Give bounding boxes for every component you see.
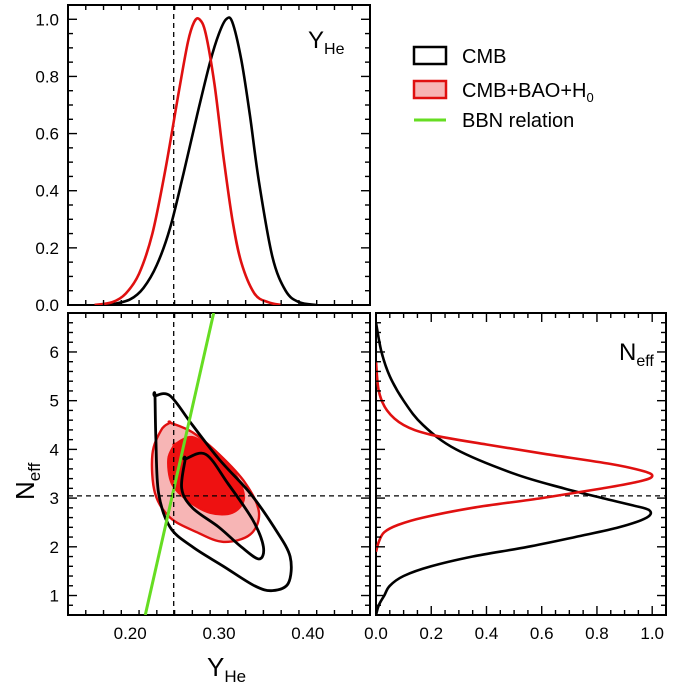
- neff-posterior-cmb: [376, 322, 653, 615]
- contour-plot: [68, 313, 370, 615]
- yhe-tick-label: 0.30: [202, 624, 235, 643]
- panel-contour-frame: [67, 312, 371, 616]
- y-axis-label: Neff: [10, 462, 44, 500]
- neff-tick-label: 3: [50, 489, 59, 508]
- neff-density-tick-label: 0.6: [530, 624, 554, 643]
- neff-tick-label: 6: [50, 343, 59, 362]
- bbn-relation-line: [143, 313, 216, 615]
- neff-tick-label: 1: [50, 587, 59, 606]
- panel-neff-frame: [375, 312, 667, 616]
- yhe-tick-label: 0.40: [291, 624, 324, 643]
- yhe-density-tick-label: 1.0: [35, 10, 59, 29]
- yhe-density-tick-label: 0.4: [35, 182, 59, 201]
- legend-label-cmb-bao-h0: CMB+BAO+H0: [462, 80, 594, 105]
- contour-cmb-68: [180, 451, 266, 561]
- neff-posterior-plot: [376, 322, 666, 615]
- legend-swatch-cmb: [412, 45, 448, 66]
- neff-density-tick-label: 1.0: [640, 624, 664, 643]
- neff-density-tick-label: 0.2: [419, 624, 443, 643]
- contour-cmb-bao-h0-68: [167, 435, 246, 516]
- neff-density-tick-label: 0.0: [364, 624, 388, 643]
- yhe-density-tick-label: 0.6: [35, 125, 59, 144]
- neff-posterior-cmb-bao-h0: [376, 361, 654, 553]
- yhe-density-tick-label: 0.2: [35, 239, 59, 258]
- legend-swatch-cmb-bao-h0: [412, 79, 448, 100]
- legend-label-bbn: BBN relation: [462, 110, 574, 132]
- neff-corner-label: Neff: [619, 339, 654, 370]
- yhe-posterior-cmb-bao-h0: [94, 17, 282, 305]
- neff-tick-label: 5: [50, 392, 59, 411]
- yhe-posterior-plot: [94, 5, 317, 305]
- yhe-density-tick-label: 0.0: [35, 296, 59, 315]
- yhe-corner-label: YHe: [308, 27, 345, 58]
- tick-marks: [67, 4, 667, 616]
- neff-density-tick-label: 0.4: [475, 624, 499, 643]
- panel-yhe-frame: [67, 4, 371, 306]
- x-axis-label: YHe: [207, 652, 246, 686]
- neff-density-tick-label: 0.8: [585, 624, 609, 643]
- neff-tick-label: 4: [50, 440, 59, 459]
- yhe-density-tick-label: 0.8: [35, 67, 59, 86]
- legend-label-cmb: CMB: [462, 46, 506, 68]
- yhe-posterior-cmb: [94, 16, 317, 305]
- legend: CMB CMB+BAO+H0 BBN relation: [412, 45, 594, 132]
- neff-tick-label: 2: [50, 538, 59, 557]
- yhe-tick-label: 0.20: [114, 624, 147, 643]
